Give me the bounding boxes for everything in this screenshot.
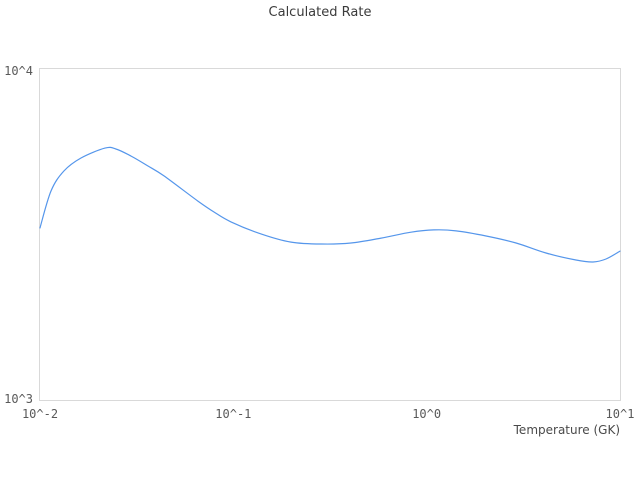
x-tick-label-4: 10^1 bbox=[605, 407, 635, 421]
y-tick-label-top: 10^4 bbox=[4, 64, 33, 78]
x-tick-label-3: 10^0 bbox=[412, 407, 442, 421]
x-tick-label-1: 10^-2 bbox=[21, 407, 59, 421]
x-tick-label-2: 10^-1 bbox=[215, 407, 252, 421]
y-tick-label-bottom: 10^3 bbox=[4, 392, 33, 406]
x-axis-title: Temperature (GK) bbox=[513, 423, 620, 437]
rate-curve bbox=[39, 146, 621, 263]
plot-area: 10^4 10^3 10^-2 10^-1 10^0 10^1 Temperat… bbox=[4, 64, 634, 437]
rate-curve-path bbox=[39, 146, 621, 263]
chart-title: Calculated Rate bbox=[268, 5, 372, 20]
